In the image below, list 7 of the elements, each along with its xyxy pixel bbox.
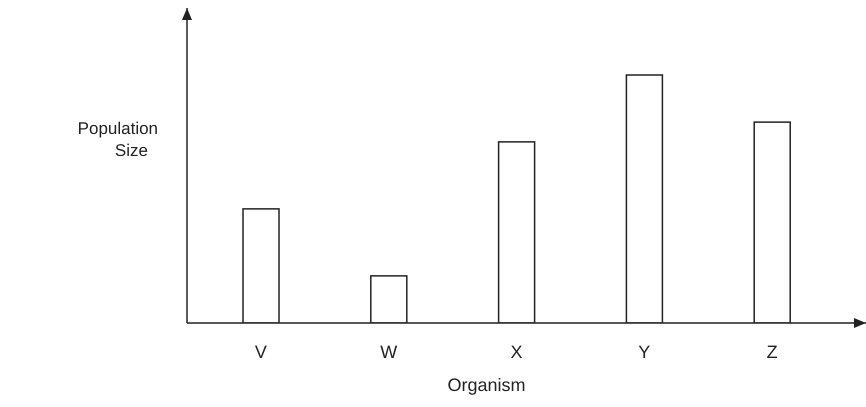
x-tick-label: Y bbox=[638, 342, 650, 362]
x-tick-label: X bbox=[510, 342, 523, 362]
x-tick-label: W bbox=[380, 342, 398, 362]
y-axis-title: Population Size bbox=[76, 118, 158, 162]
x-tick-label: Z bbox=[766, 342, 778, 362]
x-axis-title: Organism bbox=[447, 375, 526, 395]
x-tick-label: V bbox=[254, 342, 267, 362]
